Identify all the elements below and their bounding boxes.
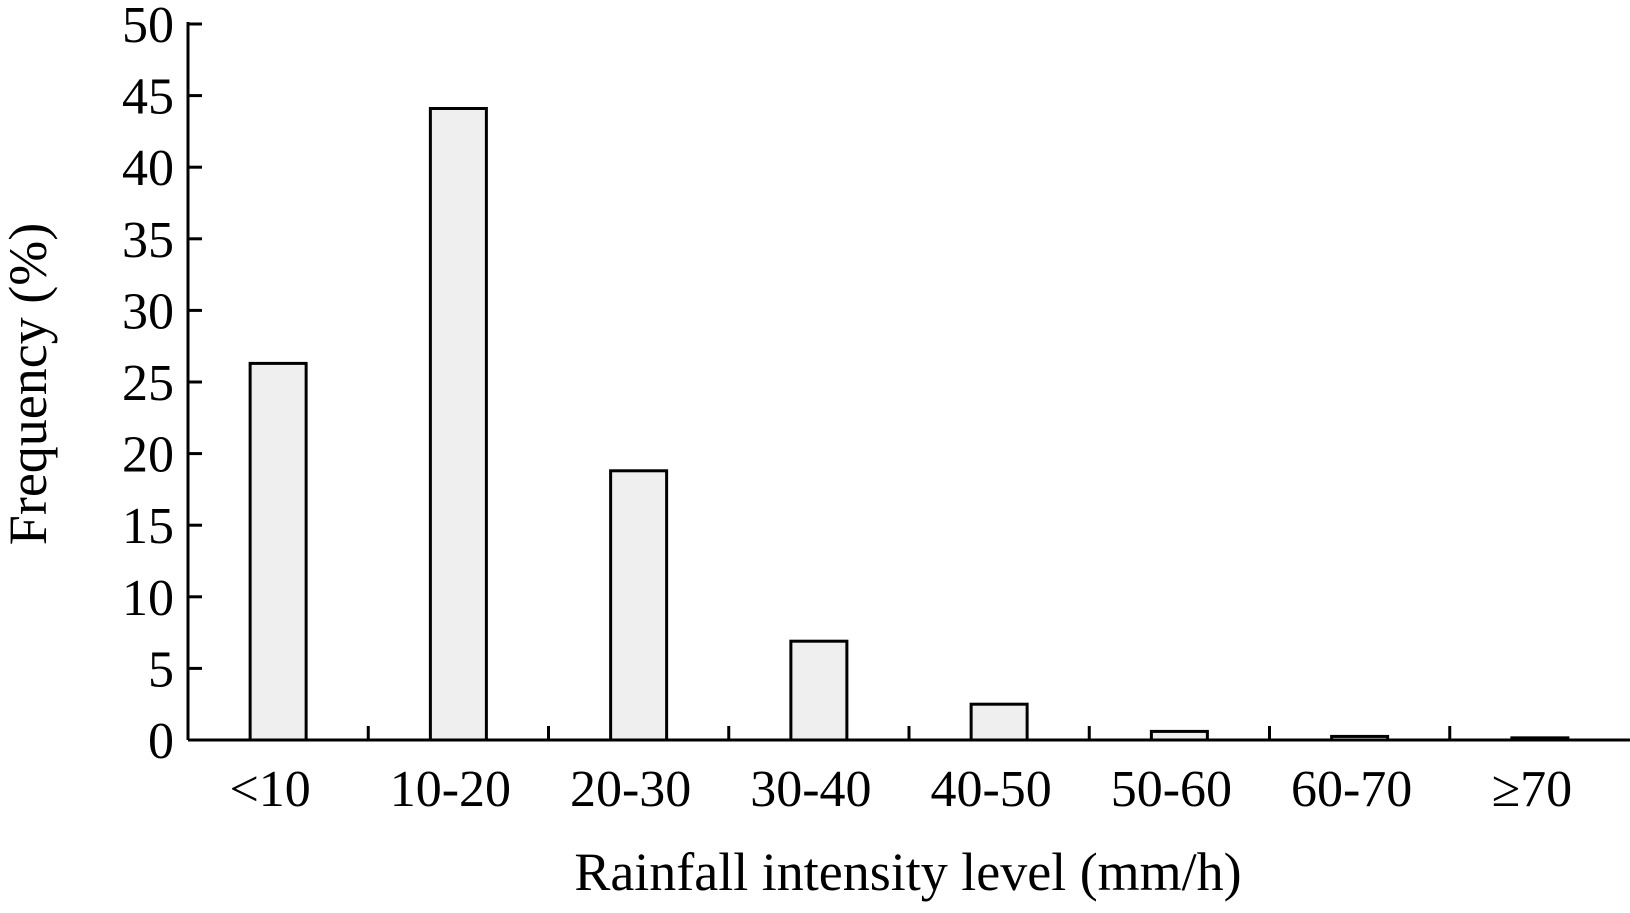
x-tick-label: 50-60 <box>1111 761 1232 818</box>
y-tick-label: 15 <box>122 498 174 555</box>
bar-2 <box>609 469 669 742</box>
y-axis-title: Frequency (%) <box>0 223 58 545</box>
y-tick-label: 35 <box>122 212 174 269</box>
x-tick-label: 10-20 <box>390 761 511 818</box>
bars-group <box>248 106 1570 742</box>
bar-3 <box>789 639 849 742</box>
bar-4 <box>969 702 1029 742</box>
y-tick-label: 0 <box>148 713 174 770</box>
y-tick-label: 50 <box>122 0 174 54</box>
x-ticks-group: <10 10-20 20-30 30-40 40-50 50-60 60-70 ≥70 <box>229 726 1572 818</box>
bar-1 <box>428 106 488 742</box>
x-tick-label: 40-50 <box>930 761 1051 818</box>
y-tick-label: 10 <box>122 570 174 627</box>
x-tick-label: 20-30 <box>570 761 691 818</box>
y-tick-label: 45 <box>122 69 174 126</box>
x-axis-title: Rainfall intensity level (mm/h) <box>574 842 1241 902</box>
y-tick-label: 40 <box>122 140 174 197</box>
x-tick-label: 60-70 <box>1291 761 1412 818</box>
bar-0 <box>248 361 308 742</box>
y-tick-label: 25 <box>122 355 174 412</box>
y-tick-label: 20 <box>122 427 174 484</box>
y-tick-label: 30 <box>122 283 174 340</box>
x-tick-label: 30-40 <box>750 761 871 818</box>
y-ticks-group: 0 5 10 15 20 25 30 35 40 45 50 <box>122 0 202 770</box>
y-tick-label: 5 <box>148 641 174 698</box>
x-tick-label: ≥70 <box>1492 761 1573 818</box>
axes-group <box>186 22 1630 742</box>
x-tick-label: <10 <box>229 761 310 818</box>
